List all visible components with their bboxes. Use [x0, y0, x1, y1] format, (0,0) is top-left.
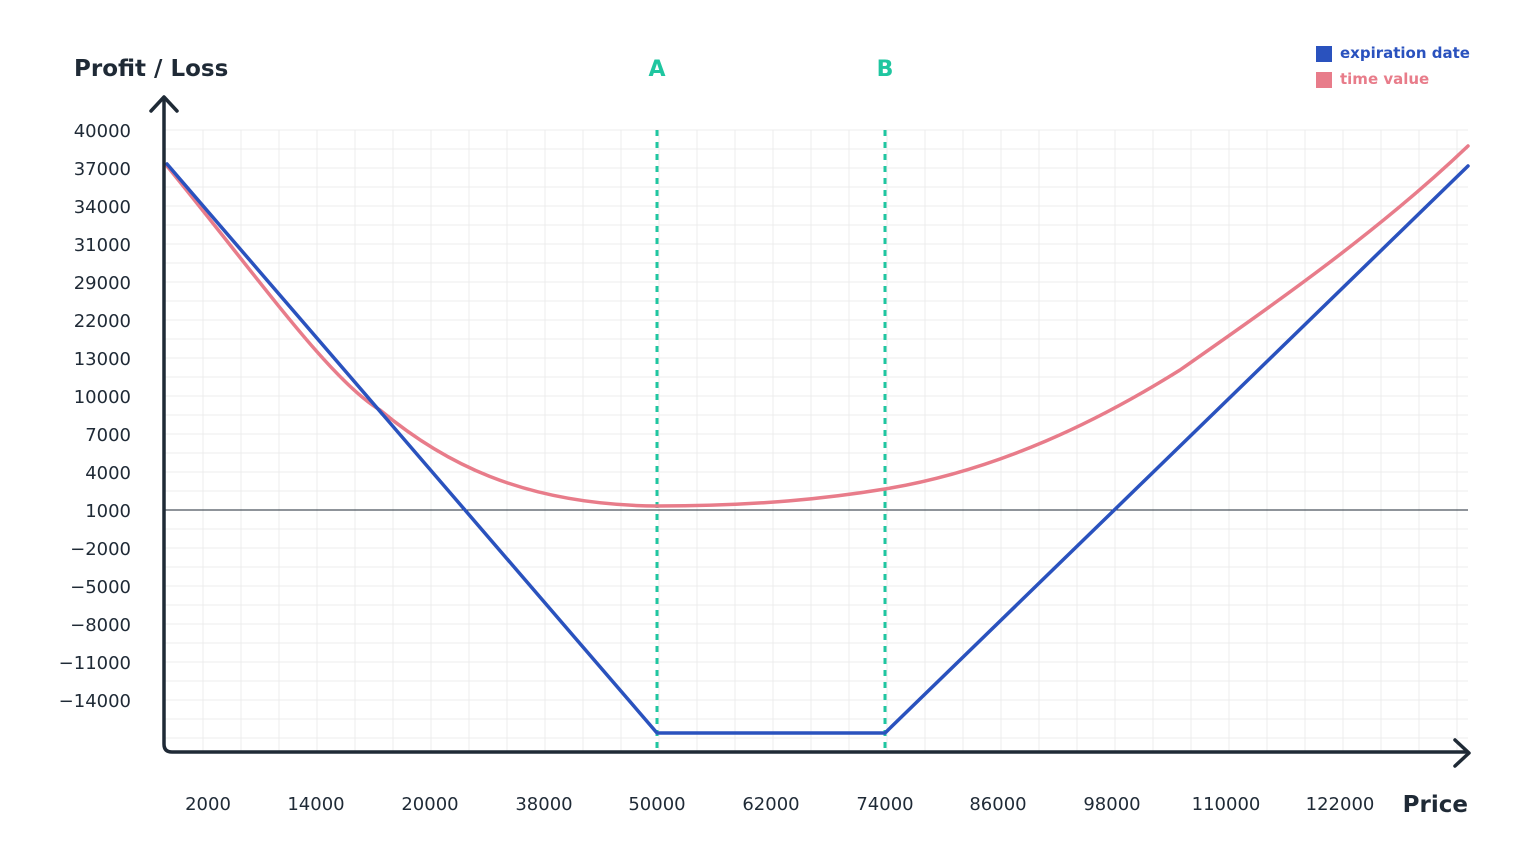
y-tick-label: −8000 [70, 615, 131, 636]
x-tick-label: 38000 [515, 794, 572, 815]
y-axis [162, 97, 1468, 754]
y-tick-label: 4000 [85, 463, 131, 484]
time-value-line [165, 144, 1470, 508]
legend-label-expiration: expiration date [1340, 44, 1470, 62]
x-tick-label: 20000 [401, 794, 458, 815]
marker-label-b: B [877, 57, 894, 82]
x-axis-arrow-icon [1453, 738, 1471, 768]
y-tick-label: −2000 [70, 539, 131, 560]
legend-swatch-time-value [1316, 72, 1332, 88]
y-tick-label: −11000 [59, 653, 131, 674]
expiration-date-line [165, 162, 1470, 735]
x-tick-label: 86000 [969, 794, 1026, 815]
x-tick-labels: 2000 14000 20000 38000 50000 62000 74000 86000 9… [185, 794, 1374, 815]
x-axis-title: Price [1403, 792, 1468, 818]
y-tick-label: 29000 [74, 273, 131, 294]
legend-label-time-value: time value [1340, 70, 1429, 88]
x-tick-label: 98000 [1083, 794, 1140, 815]
y-tick-label: 37000 [74, 159, 131, 180]
x-tick-label: 50000 [628, 794, 685, 815]
legend-swatch-expiration [1316, 46, 1332, 62]
y-axis-title: Profit / Loss [74, 56, 228, 82]
x-tick-label: 110000 [1192, 794, 1261, 815]
y-tick-label: 1000 [85, 501, 131, 522]
y-tick-label: 7000 [85, 425, 131, 446]
x-tick-label: 122000 [1306, 794, 1375, 815]
y-tick-label: −5000 [70, 577, 131, 598]
y-axis-arrow-icon [149, 95, 179, 113]
x-tick-label: 14000 [287, 794, 344, 815]
y-tick-label: 31000 [74, 235, 131, 256]
legend: expiration date time value [1316, 44, 1470, 88]
y-tick-label: −14000 [59, 691, 131, 712]
x-tick-label: 74000 [856, 794, 913, 815]
y-tick-label: 34000 [74, 197, 131, 218]
y-tick-label: 22000 [74, 311, 131, 332]
x-tick-label: 2000 [185, 794, 231, 815]
y-tick-labels: 40000 37000 34000 31000 29000 22000 13000 10000… [59, 121, 131, 712]
grid [165, 129, 1468, 752]
y-tick-label: 40000 [74, 121, 131, 142]
y-tick-label: 13000 [74, 349, 131, 370]
y-tick-label: 10000 [74, 387, 131, 408]
marker-label-a: A [648, 57, 665, 82]
x-tick-label: 62000 [742, 794, 799, 815]
